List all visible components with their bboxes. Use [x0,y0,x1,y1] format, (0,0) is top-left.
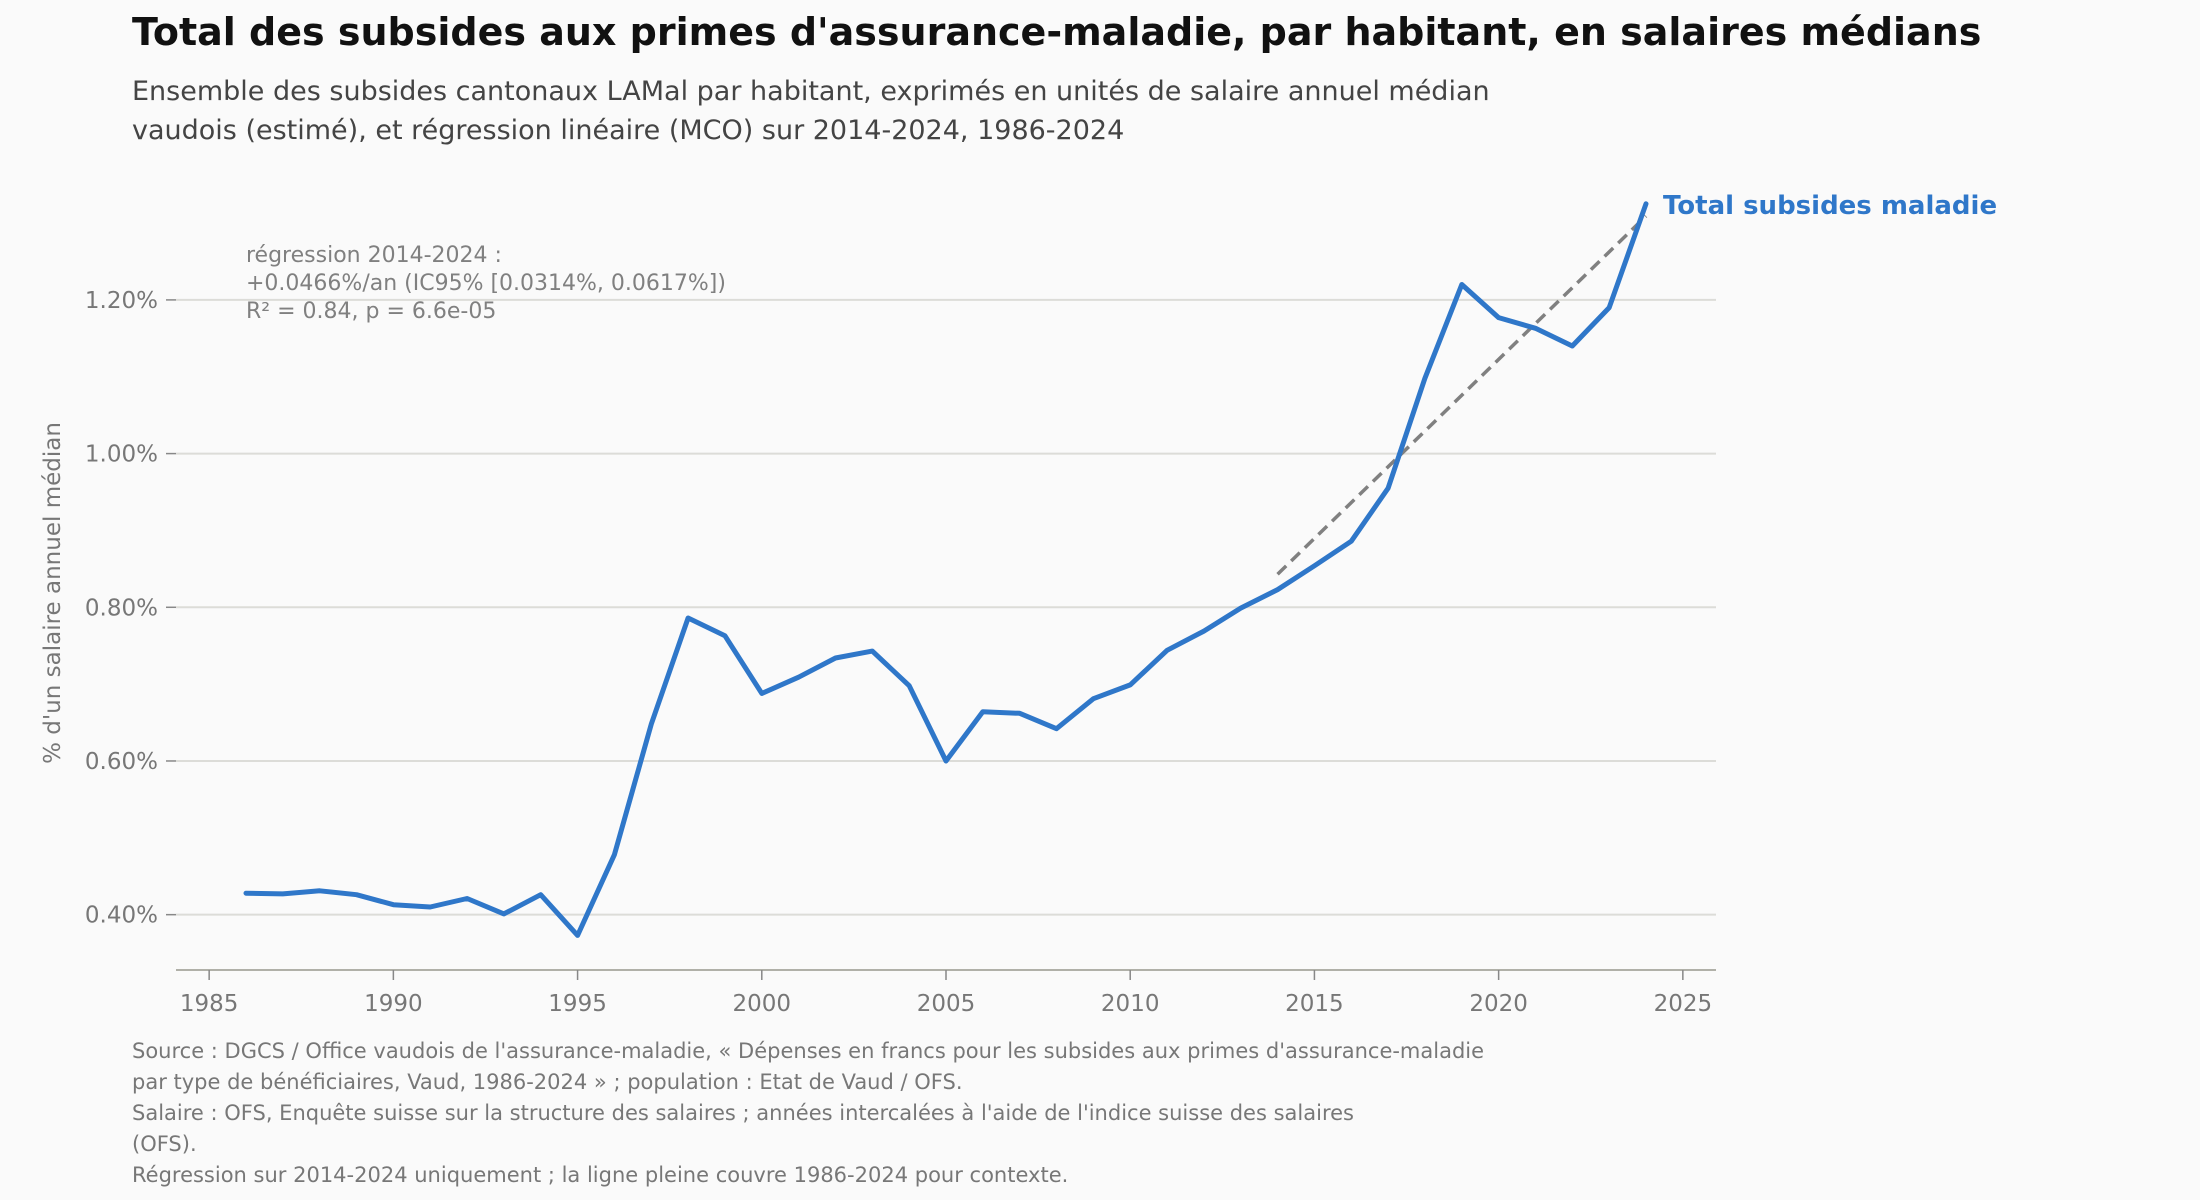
y-tick-label: 0.80% [85,595,158,621]
series-line [243,201,1649,938]
annotation-line: régression 2014-2024 : [246,243,502,268]
y-axis-label: % d'un salaire annuel médian [40,422,66,764]
source-note: Source : DGCS / Office vaudois de l'assu… [132,1036,1484,1191]
x-tick-label: 2010 [1101,991,1160,1017]
x-tick-label: 2025 [1654,991,1713,1017]
y-tick-label: 1.20% [85,288,158,314]
x-tick-label: 2020 [1469,991,1528,1017]
x-tick-label: 2000 [733,991,792,1017]
source-line: (OFS). [132,1132,197,1156]
y-tick-label: 0.60% [85,749,158,775]
grid-lines [176,298,1716,916]
annotation-line: R² = 0.84, p = 6.6e-05 [246,299,496,324]
y-tick-label: 0.40% [85,903,158,929]
annotation-line: +0.0466%/an (IC95% [0.0314%, 0.0617%]) [246,271,726,296]
y-tick-label: 1.00% [85,442,158,468]
y-axis: 0.40% 0.60% 0.80% 1.00% 1.20% [85,288,176,929]
chart-subtitle: Ensemble des subsides cantonaux LAMal pa… [132,72,1490,150]
regression-line [1276,214,1648,576]
regression-annotation: régression 2014-2024 : +0.0466%/an (IC95… [246,243,726,324]
source-line: Salaire : OFS, Enquête suisse sur la str… [132,1101,1354,1125]
x-tick-label: 2015 [1285,991,1344,1017]
x-tick-label: 1990 [364,991,423,1017]
x-tick-label: 1985 [180,991,239,1017]
source-line: Régression sur 2014-2024 uniquement ; la… [132,1163,1069,1187]
chart-title: Total des subsides aux primes d'assuranc… [132,10,1982,54]
x-axis: 1985 1990 1995 2000 2005 2010 2015 2020 2025 [180,970,1712,1017]
subtitle-line: Ensemble des subsides cantonaux LAMal pa… [132,76,1490,107]
subtitle-line: vaudois (estimé), et régression linéaire… [132,115,1125,146]
source-line: Source : DGCS / Office vaudois de l'assu… [132,1039,1485,1063]
source-line: par type de bénéficiaires, Vaud, 1986-20… [132,1070,963,1094]
series-label: Total subsides maladie [1663,191,1997,221]
series-layer [243,201,1649,938]
x-tick-label: 2005 [917,991,976,1017]
x-tick-label: 1995 [548,991,607,1017]
